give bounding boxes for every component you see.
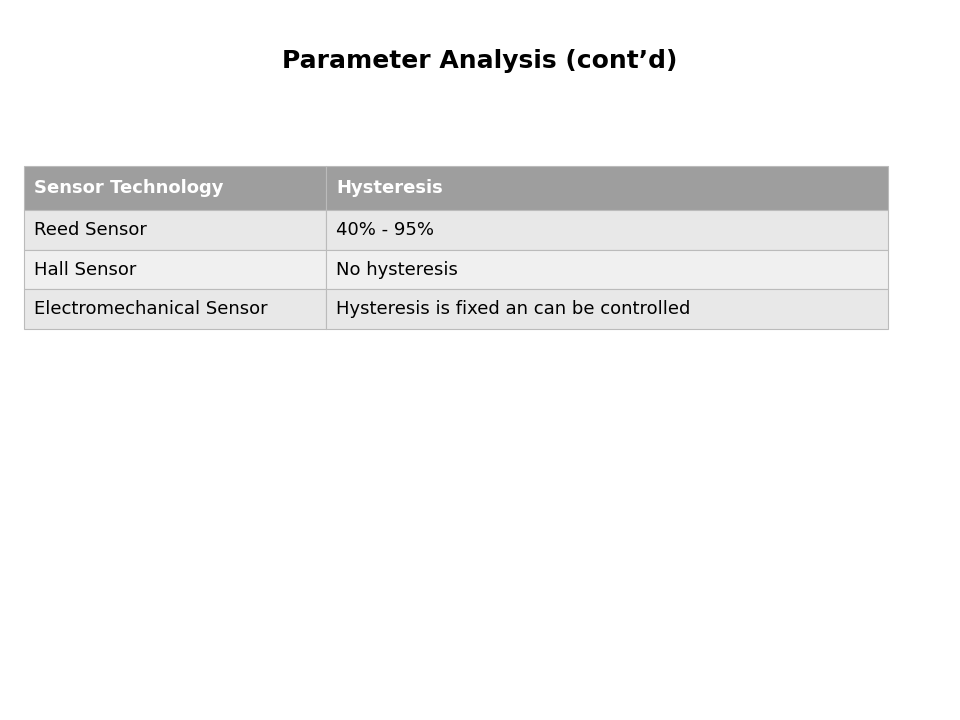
Text: Hall Sensor: Hall Sensor <box>34 261 136 279</box>
Text: Electromechanical Sensor: Electromechanical Sensor <box>34 300 267 318</box>
Text: Hysteresis is fixed an can be controlled: Hysteresis is fixed an can be controlled <box>336 300 690 318</box>
Text: No hysteresis: No hysteresis <box>336 261 458 279</box>
Text: Reed Sensor: Reed Sensor <box>34 221 147 239</box>
Text: Hysteresis: Hysteresis <box>336 179 443 197</box>
Text: Sensor Technology: Sensor Technology <box>34 179 223 197</box>
Text: Parameter Analysis (cont’d): Parameter Analysis (cont’d) <box>282 49 678 73</box>
Text: 40% - 95%: 40% - 95% <box>336 221 434 239</box>
